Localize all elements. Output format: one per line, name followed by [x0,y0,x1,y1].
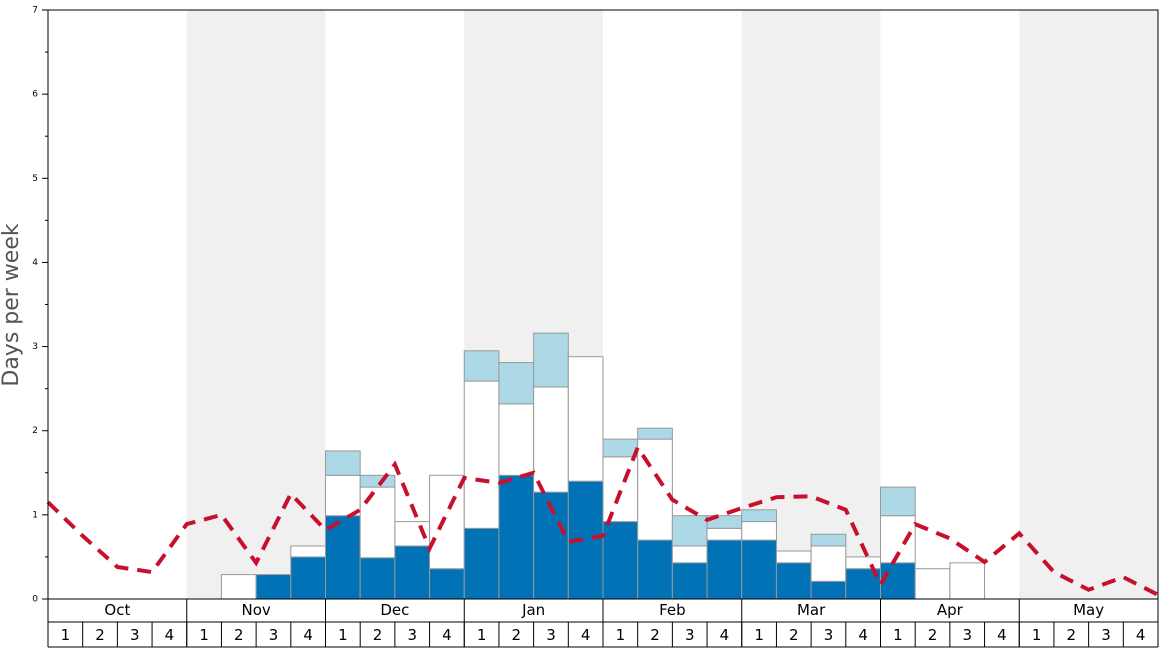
week-label: 3 [962,626,972,644]
week-label: 1 [477,626,487,644]
bar-segment [429,474,465,570]
bar-segment [671,515,708,547]
bar-segment [498,474,535,600]
week-label: 3 [1101,626,1111,644]
bar-segment [325,450,361,476]
bar-segment [637,438,673,541]
bar-segment [567,356,604,482]
bar-segment [255,574,292,600]
y-tick-label: 1 [32,510,38,520]
bar-segment [671,545,708,564]
bar-segment [463,350,500,382]
month-label: Dec [380,601,409,619]
week-label: 3 [685,626,695,644]
bar-segment [741,539,777,600]
y-axis-label: Days per week [0,223,24,386]
bar-segment [775,562,812,600]
week-label: 3 [269,626,279,644]
week-label: 1 [1032,626,1042,644]
month-label: Mar [797,601,826,619]
bar-segment [602,438,639,458]
bar-segment [498,403,535,476]
bar-segment [637,427,673,440]
bar-segment [394,545,431,600]
bar-segment [914,568,951,600]
bar-segment [533,386,569,493]
bar-segment [706,539,743,600]
bar-segment [463,380,500,529]
month-label: May [1073,601,1104,619]
bar-segment [810,545,847,582]
week-label: 4 [442,626,452,644]
week-label: 2 [373,626,383,644]
week-label: 4 [303,626,313,644]
bar-segment [810,533,847,547]
bar-segment [671,562,708,600]
y-tick-label: 5 [32,174,38,184]
week-label: 2 [512,626,522,644]
week-label: 1 [893,626,903,644]
trend-line [46,443,1159,597]
week-label: 3 [407,626,417,644]
bar-segment [290,556,326,600]
week-label: 2 [1067,626,1077,644]
y-tick-label: 0 [32,595,38,605]
bar-segment [845,556,881,570]
bar-segment [325,474,361,517]
bar-segment [637,539,673,600]
bar-segment [290,545,326,558]
y-tick-label: 2 [32,426,38,436]
bar-segment [533,332,569,388]
week-label: 4 [997,626,1007,644]
week-label: 1 [616,626,626,644]
y-tick-label: 3 [32,342,38,352]
week-label: 2 [928,626,938,644]
week-label: 1 [338,626,348,644]
bar-segment [706,527,743,541]
month-label: Feb [659,601,686,619]
week-label: 1 [61,626,71,644]
y-tick-label: 4 [32,258,38,268]
bar-segment [498,362,535,405]
week-label: 2 [95,626,105,644]
bar-segment [741,509,777,523]
week-label: 1 [754,626,764,644]
bar-segment [775,550,812,564]
week-label: 4 [581,626,591,644]
y-tick-label: 7 [32,6,38,16]
week-label: 3 [546,626,556,644]
bar-segment [429,568,465,600]
bar-segment [220,574,257,600]
week-label: 2 [650,626,660,644]
bar-segment [602,521,639,600]
week-label: 2 [234,626,244,644]
week-label: 1 [199,626,209,644]
week-label: 3 [824,626,834,644]
bar-segment [880,486,916,517]
week-label: 4 [1136,626,1146,644]
month-label: Apr [937,601,964,619]
bar-segment [949,562,986,600]
month-label: Nov [241,601,270,619]
month-label: Oct [104,601,130,619]
week-label: 3 [130,626,140,644]
bar-segment [810,580,847,600]
bar-segment [602,456,639,523]
month-shade [186,10,326,599]
week-label: 2 [789,626,799,644]
week-label: 4 [165,626,175,644]
month-shade [1019,10,1158,599]
y-tick-label: 6 [32,90,38,100]
week-label: 4 [858,626,868,644]
month-shade [741,10,881,599]
bar-segment [359,486,396,559]
bar-segment [359,557,396,600]
week-label: 4 [720,626,730,644]
bar-segment [880,562,916,600]
bar-segment [741,521,777,541]
bar-segment [463,527,500,600]
month-label: Jan [521,601,545,619]
bar-segment [359,474,396,488]
